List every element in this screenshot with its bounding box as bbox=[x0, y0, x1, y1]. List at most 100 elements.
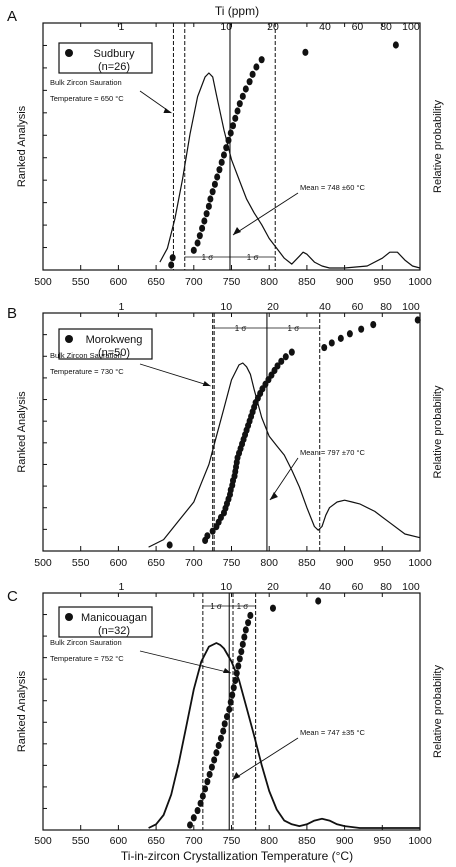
data-point bbox=[220, 727, 227, 735]
x-tick-label: 1000 bbox=[408, 835, 432, 847]
bulk-arrow bbox=[139, 650, 232, 674]
legend: Sudbury(n=26) bbox=[58, 42, 153, 74]
data-point bbox=[238, 647, 245, 656]
x-tick-label: 600 bbox=[110, 835, 128, 847]
legend-box bbox=[58, 42, 153, 74]
legend-box bbox=[58, 606, 153, 638]
data-point bbox=[213, 749, 220, 757]
probability-curve bbox=[159, 72, 421, 269]
data-point bbox=[247, 611, 254, 620]
x-tick-label: 800 bbox=[260, 557, 278, 569]
data-point bbox=[187, 821, 194, 829]
data-point bbox=[414, 316, 421, 324]
panel-letter: B bbox=[7, 305, 17, 322]
x-tick-label: 850 bbox=[298, 276, 316, 288]
sigma-label: 1 σ bbox=[247, 253, 259, 262]
mean-arrow bbox=[231, 737, 299, 781]
x-tick-label: 950 bbox=[374, 835, 392, 847]
x-tick-label: 750 bbox=[223, 557, 241, 569]
data-point bbox=[392, 41, 399, 49]
data-point bbox=[321, 343, 328, 352]
data-point bbox=[234, 107, 241, 115]
ppm-tick-label: 100 bbox=[402, 301, 420, 313]
ppm-tick-label: 100 bbox=[402, 21, 420, 33]
x-tick-label: 700 bbox=[185, 276, 203, 288]
data-point bbox=[223, 713, 230, 721]
legend-count: (n=26) bbox=[98, 61, 130, 73]
data-point bbox=[190, 246, 197, 254]
x-tick-label: 650 bbox=[147, 276, 165, 288]
data-point bbox=[233, 669, 240, 677]
data-point bbox=[227, 129, 234, 137]
data-point bbox=[370, 320, 377, 329]
x-tick-label: 750 bbox=[223, 835, 241, 847]
mean-label: Mean = 797 ±70 °C bbox=[300, 448, 365, 457]
mean-arrowhead bbox=[269, 492, 278, 500]
data-point bbox=[211, 180, 218, 188]
y2-axis-label: Relative probability bbox=[432, 385, 444, 478]
data-point bbox=[242, 85, 249, 93]
top-axis-title: Ti (ppm) bbox=[215, 4, 259, 18]
ppm-tick-label: 60 bbox=[352, 301, 364, 313]
data-point bbox=[258, 56, 265, 64]
mean-arrow bbox=[232, 192, 299, 236]
data-point bbox=[315, 597, 322, 605]
panel-letter: A bbox=[7, 8, 17, 25]
ppm-tick-label: 1 bbox=[118, 21, 124, 33]
data-point bbox=[242, 626, 249, 634]
legend: Morokweng(n=50) bbox=[58, 328, 153, 360]
data-point bbox=[346, 330, 353, 338]
data-point bbox=[226, 705, 233, 713]
panel-a: A 500 550 600 650 700 750 800 850 900 950 1000 1 10 20… bbox=[7, 8, 444, 288]
data-point bbox=[269, 604, 276, 612]
probability-curve bbox=[148, 362, 421, 548]
x-tick-label: 600 bbox=[110, 276, 128, 288]
data-point bbox=[328, 339, 335, 347]
data-point bbox=[229, 691, 236, 699]
x-tick-label: 1000 bbox=[408, 276, 432, 288]
x-tick-label: 950 bbox=[374, 557, 392, 569]
data-point bbox=[207, 195, 214, 203]
data-point bbox=[214, 173, 221, 181]
mean-arrowhead bbox=[232, 227, 241, 235]
x-tick-label: 650 bbox=[147, 557, 165, 569]
data-point bbox=[197, 799, 204, 807]
ppm-tick-label: 20 bbox=[267, 581, 279, 593]
legend-name: Morokweng bbox=[86, 334, 143, 346]
data-point bbox=[201, 217, 208, 225]
mean-label: Mean = 748 ±60 °C bbox=[300, 183, 365, 192]
x-tick-label: 900 bbox=[336, 835, 354, 847]
legend-name: Sudbury bbox=[94, 48, 135, 60]
bulk-label-line2: Temperature = 752 °C bbox=[50, 654, 124, 663]
data-point bbox=[235, 662, 242, 670]
data-point bbox=[190, 814, 197, 822]
x-tick-label: 550 bbox=[72, 835, 90, 847]
data-point bbox=[241, 633, 248, 641]
x-tick-label: 950 bbox=[374, 276, 392, 288]
bulk-arrow bbox=[139, 363, 211, 387]
sigma-label: 1 σ bbox=[235, 324, 247, 333]
data-point bbox=[220, 151, 227, 159]
ppm-tick-label: 100 bbox=[402, 581, 420, 593]
ppm-tick-label: 80 bbox=[380, 21, 392, 33]
ppm-tick-label: 10 bbox=[220, 21, 232, 33]
x-tick-label: 850 bbox=[298, 557, 316, 569]
ppm-tick-label: 20 bbox=[267, 301, 279, 313]
data-point bbox=[209, 527, 216, 535]
bulk-label-line2: Temperature = 730 °C bbox=[50, 367, 124, 376]
x-tick-label: 850 bbox=[298, 835, 316, 847]
legend-count: (n=50) bbox=[98, 347, 130, 359]
data-point bbox=[215, 741, 222, 750]
x-tick-label: 600 bbox=[110, 557, 128, 569]
data-point bbox=[211, 756, 218, 764]
bulk-arrowhead bbox=[223, 668, 232, 673]
x-tick-label: 700 bbox=[185, 557, 203, 569]
data-point bbox=[209, 188, 216, 196]
data-point bbox=[227, 698, 234, 706]
data-point bbox=[236, 655, 243, 663]
legend: Manicouagan(n=32) bbox=[58, 606, 153, 638]
data-point bbox=[278, 357, 285, 365]
x-tick-label: 700 bbox=[185, 835, 203, 847]
x-tick-label: 800 bbox=[260, 276, 278, 288]
data-point bbox=[194, 239, 201, 247]
